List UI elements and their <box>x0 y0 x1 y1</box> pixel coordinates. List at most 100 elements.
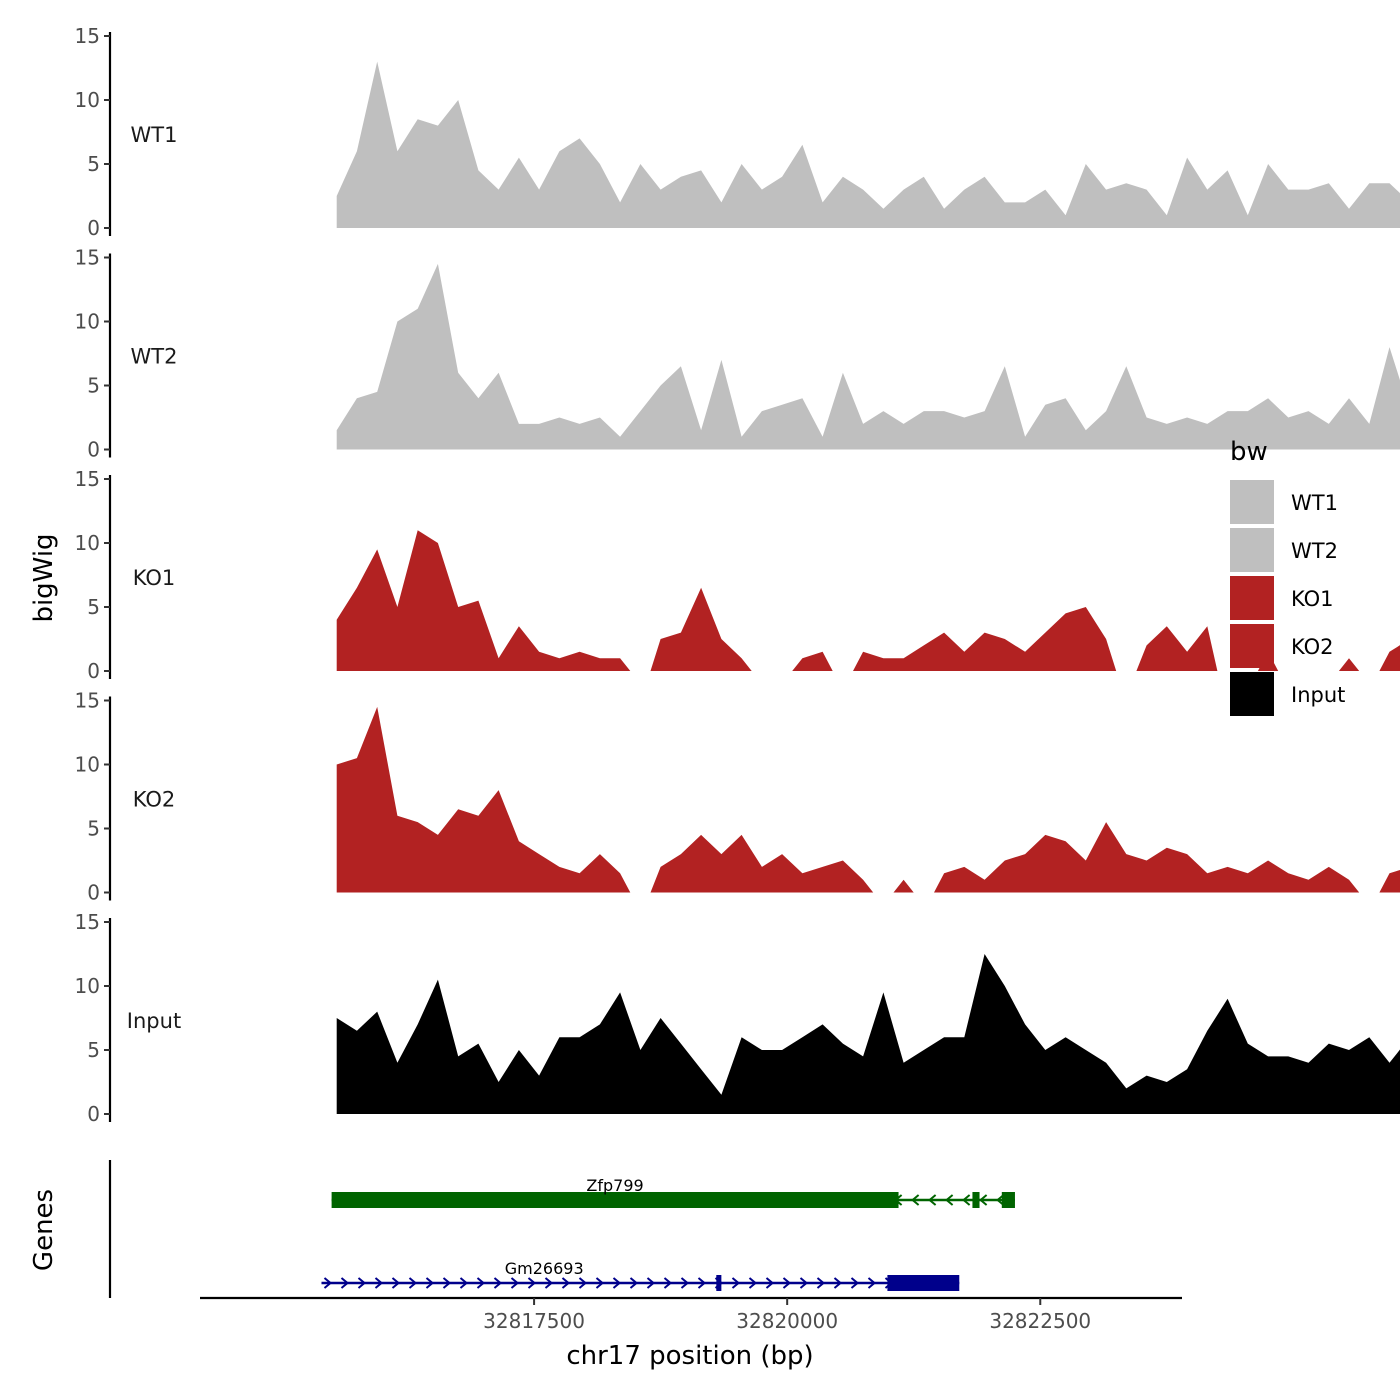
y-tick-label: 0 <box>87 438 100 462</box>
strand-arrow <box>578 1277 588 1289</box>
strand-arrow <box>646 1277 656 1289</box>
coverage-tracks: 0 5 10 15 WT1 0 5 10 15 WT2 0 5 10 15 KO1 0 5 10 15 KO2 0 5 10… <box>75 24 1400 1126</box>
strand-arrow <box>996 1194 1005 1206</box>
strand-arrow <box>357 1277 367 1289</box>
y-tick-label: 5 <box>87 152 100 176</box>
legend-swatch-wt2 <box>1230 528 1274 572</box>
y-tick-label: 5 <box>87 595 100 619</box>
strand-arrow <box>867 1277 877 1289</box>
y-tick-label: 15 <box>75 467 100 491</box>
genes-panel: Zfp799 Gm26693 <box>108 1160 1015 1298</box>
strand-arrow <box>323 1277 333 1289</box>
y-tick-label: 10 <box>75 974 100 998</box>
y-tick-label: 15 <box>75 24 100 48</box>
strand-arrow <box>911 1194 920 1206</box>
legend-title: bw <box>1230 437 1268 467</box>
x-tick-label: 32817500 <box>483 1309 585 1333</box>
gene-label: Gm26693 <box>505 1259 584 1278</box>
x-axis-title: chr17 position (bp) <box>566 1341 813 1371</box>
track-ko2: 0 5 10 15 KO2 <box>75 689 1400 905</box>
y-axis-title: bigWig <box>29 533 59 622</box>
strand-arrow <box>697 1277 707 1289</box>
y-tick-label: 10 <box>75 753 100 777</box>
strand-arrow <box>561 1277 571 1289</box>
gene-gm26693: Gm26693 <box>321 1259 960 1291</box>
track-label: KO2 <box>133 788 176 812</box>
legend-label: WT1 <box>1291 491 1338 515</box>
y-tick-label: 5 <box>87 1038 100 1062</box>
track-label: WT1 <box>131 123 178 147</box>
track-wt1: 0 5 10 15 WT1 <box>75 24 1400 240</box>
coverage-area-wt1 <box>336 61 1400 228</box>
gene-zfp799: Zfp799 <box>331 1176 1015 1208</box>
track-input: 0 5 10 15 Input <box>75 910 1400 1126</box>
strand-arrow <box>612 1277 622 1289</box>
strand-arrow <box>476 1277 486 1289</box>
legend-swatch-ko1 <box>1230 576 1274 620</box>
exon-block <box>1001 1192 1015 1208</box>
strand-arrow <box>765 1277 775 1289</box>
legend-label: WT2 <box>1291 539 1338 563</box>
coverage-area-ko2 <box>336 706 1400 893</box>
strand-arrow <box>816 1277 826 1289</box>
y-tick-label: 15 <box>75 910 100 934</box>
strand-arrow <box>595 1277 605 1289</box>
strand-arrow <box>374 1277 384 1289</box>
legend-swatch-ko2 <box>1230 624 1274 668</box>
coverage-area-wt2 <box>336 263 1400 450</box>
y-tick-label: 10 <box>75 310 100 334</box>
legend-swatch-wt1 <box>1230 480 1274 524</box>
strand-arrow <box>799 1277 809 1289</box>
legend-label: Input <box>1291 683 1345 707</box>
track-wt2: 0 5 10 15 WT2 <box>75 246 1400 462</box>
strand-arrow <box>945 1194 954 1206</box>
track-ko1: 0 5 10 15 KO1 <box>75 467 1400 683</box>
coverage-area-input <box>336 954 1400 1114</box>
strand-arrow <box>408 1277 418 1289</box>
strand-arrow <box>493 1277 503 1289</box>
strand-arrow <box>459 1277 469 1289</box>
strand-arrow <box>833 1277 843 1289</box>
legend: bw WT1 WT2 KO1 KO2 Input <box>1230 437 1345 716</box>
strand-arrow <box>782 1277 792 1289</box>
strand-arrow <box>663 1277 673 1289</box>
y-tick-label: 0 <box>87 881 100 905</box>
strand-arrow <box>527 1277 537 1289</box>
y-tick-label: 0 <box>87 216 100 240</box>
strand-arrow <box>391 1277 401 1289</box>
legend-swatch-input <box>1230 672 1274 716</box>
legend-label: KO2 <box>1291 635 1334 659</box>
coverage-area-ko1 <box>336 530 1400 671</box>
legend-label: KO1 <box>1291 587 1334 611</box>
x-axis: 32817500 32820000 32822500 <box>200 1296 1182 1333</box>
track-label: WT2 <box>131 345 178 369</box>
exon-block <box>331 1192 899 1208</box>
y-tick-label: 10 <box>75 531 100 555</box>
strand-arrow <box>928 1194 937 1206</box>
strand-arrow <box>850 1277 860 1289</box>
y-tick-label: 0 <box>87 1102 100 1126</box>
gene-label: Zfp799 <box>586 1176 643 1195</box>
exon-block <box>972 1192 980 1208</box>
x-tick-label: 32822500 <box>989 1309 1091 1333</box>
exon-block <box>716 1275 722 1291</box>
strand-arrow <box>340 1277 350 1289</box>
strand-arrow <box>510 1277 520 1289</box>
strand-arrow <box>442 1277 452 1289</box>
x-tick-label: 32820000 <box>736 1309 838 1333</box>
strand-arrow <box>544 1277 554 1289</box>
genes-axis-title: Genes <box>29 1189 59 1271</box>
y-tick-label: 5 <box>87 817 100 841</box>
strand-arrow <box>962 1194 971 1206</box>
strand-arrow <box>680 1277 690 1289</box>
exon-block <box>887 1275 960 1291</box>
track-label: KO1 <box>133 566 176 590</box>
y-tick-label: 5 <box>87 374 100 398</box>
strand-arrow <box>731 1277 741 1289</box>
strand-arrow <box>979 1194 988 1206</box>
y-tick-label: 15 <box>75 689 100 713</box>
y-tick-label: 0 <box>87 659 100 683</box>
strand-arrow <box>748 1277 758 1289</box>
y-tick-label: 10 <box>75 88 100 112</box>
